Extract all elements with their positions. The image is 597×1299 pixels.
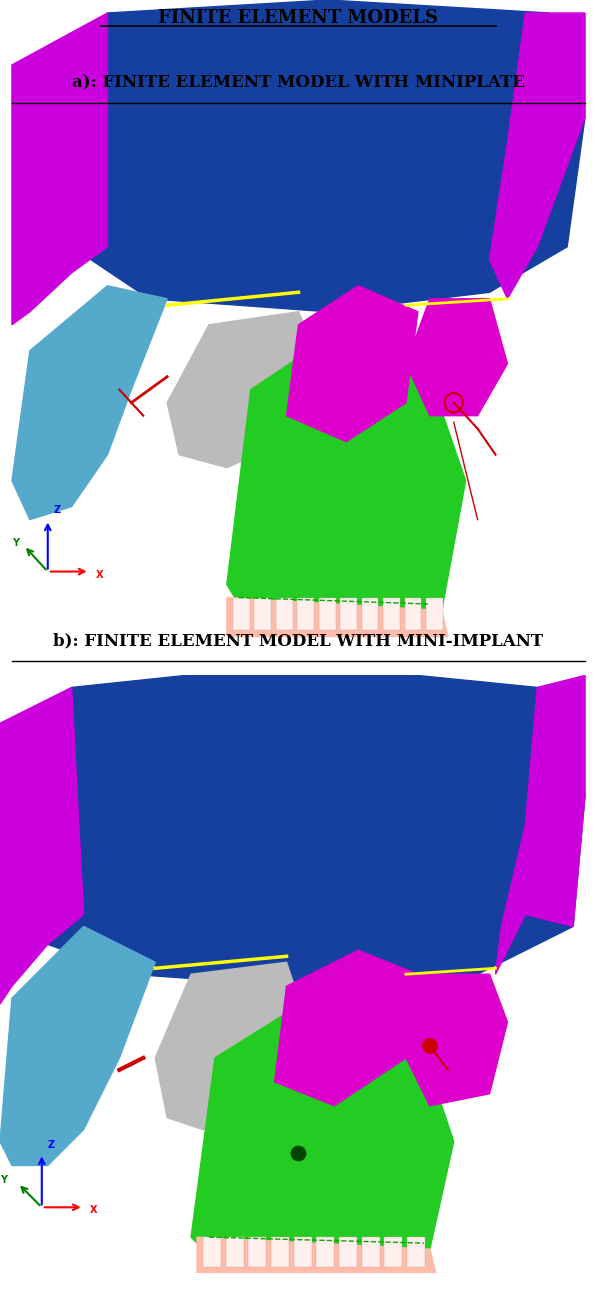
Text: Z: Z [48, 1139, 55, 1150]
Bar [276, 598, 293, 630]
Bar [254, 598, 271, 630]
Bar [226, 1237, 244, 1267]
Text: Y: Y [0, 1176, 7, 1186]
Text: a): FINITE ELEMENT MODEL WITH MINIPLATE: a): FINITE ELEMENT MODEL WITH MINIPLATE [72, 74, 525, 91]
Bar [340, 598, 357, 630]
Polygon shape [191, 998, 454, 1273]
Text: b): FINITE ELEMENT MODEL WITH MINI-IMPLANT: b): FINITE ELEMENT MODEL WITH MINI-IMPLA… [54, 633, 543, 650]
Bar [407, 1237, 425, 1267]
Bar [271, 1237, 289, 1267]
Polygon shape [0, 926, 155, 1165]
Polygon shape [490, 13, 585, 299]
Bar [319, 598, 336, 630]
Polygon shape [155, 963, 310, 1130]
Polygon shape [496, 675, 585, 974]
Polygon shape [48, 664, 585, 986]
Polygon shape [227, 338, 466, 637]
Circle shape [291, 1146, 306, 1161]
Bar [297, 598, 314, 630]
Polygon shape [275, 951, 418, 1105]
Polygon shape [227, 598, 448, 637]
Bar [294, 1237, 312, 1267]
Polygon shape [12, 286, 167, 520]
Bar [384, 1237, 402, 1267]
Polygon shape [287, 286, 418, 442]
Text: X: X [96, 570, 103, 581]
Circle shape [423, 1039, 437, 1053]
Polygon shape [406, 299, 507, 416]
Polygon shape [0, 687, 84, 1004]
Bar [362, 1237, 380, 1267]
Bar [233, 598, 250, 630]
Polygon shape [197, 1237, 436, 1273]
Text: X: X [90, 1205, 97, 1216]
Bar [405, 598, 421, 630]
Text: Z: Z [54, 505, 61, 516]
Polygon shape [12, 13, 107, 325]
Bar [383, 598, 400, 630]
Text: Y: Y [12, 538, 19, 548]
Bar [339, 1237, 357, 1267]
Bar [426, 598, 443, 630]
Bar [203, 1237, 221, 1267]
Text: FINITE ELEMENT MODELS: FINITE ELEMENT MODELS [158, 9, 439, 27]
Bar [248, 1237, 266, 1267]
Polygon shape [72, 0, 585, 312]
Bar [362, 598, 378, 630]
Bar [316, 1237, 334, 1267]
Polygon shape [167, 312, 328, 468]
Polygon shape [406, 974, 507, 1105]
